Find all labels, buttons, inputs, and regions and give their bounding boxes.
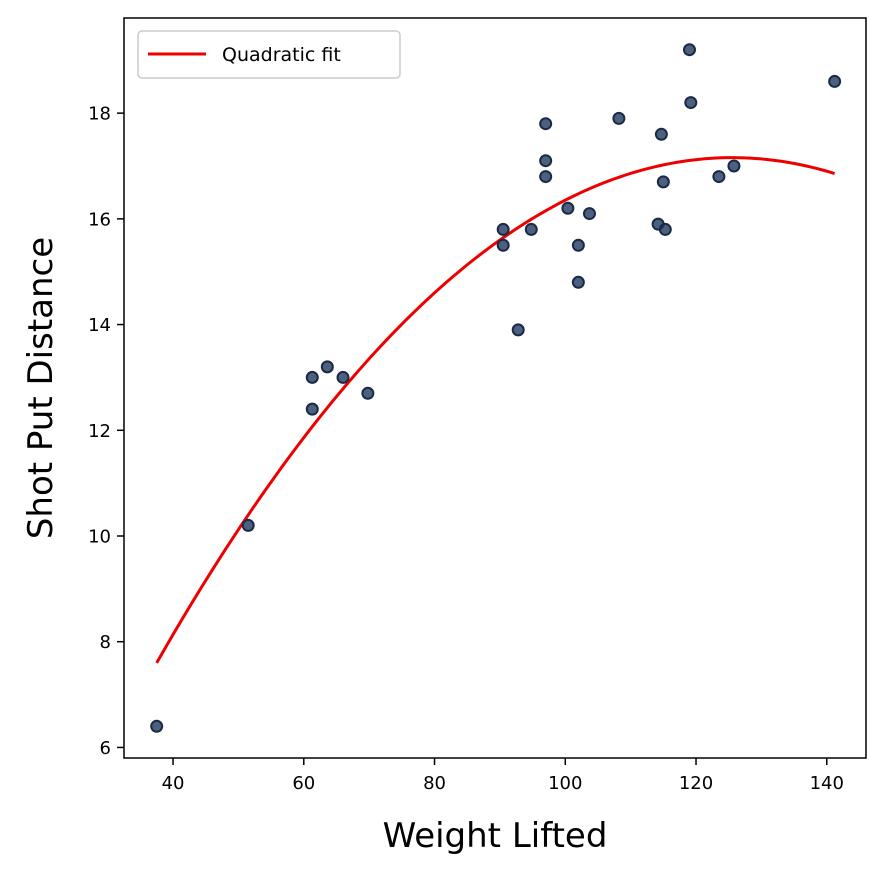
data-point: [571, 238, 585, 252]
data-point: [496, 238, 510, 252]
data-point: [241, 518, 255, 532]
data-point: [582, 207, 596, 221]
data-point: [712, 170, 726, 184]
x-tick-label: 80: [423, 773, 446, 794]
data-point: [684, 96, 698, 110]
data-point: [336, 370, 350, 384]
data-point: [654, 127, 668, 141]
y-tick-label: 12: [88, 421, 111, 442]
data-point: [539, 170, 553, 184]
data-point: [361, 386, 375, 400]
data-point: [320, 360, 334, 374]
y-tick-label: 16: [88, 209, 111, 230]
y-tick-label: 14: [88, 315, 111, 336]
y-axis-label: Shot Put Distance: [21, 237, 61, 539]
x-axis-label: Weight Lifted: [383, 816, 608, 856]
data-points: [150, 43, 842, 733]
x-tick-label: 40: [162, 773, 185, 794]
legend: Quadratic fit: [137, 30, 401, 79]
legend-box: [137, 30, 401, 79]
data-point: [727, 159, 741, 173]
data-point: [524, 222, 538, 236]
x-tick-label: 140: [810, 773, 844, 794]
data-point: [496, 222, 510, 236]
plot-frame: [123, 17, 867, 759]
data-point: [682, 43, 696, 57]
data-point: [539, 117, 553, 131]
data-point: [571, 275, 585, 289]
data-point: [828, 74, 842, 88]
x-tick-label: 100: [548, 773, 582, 794]
plot-area: [124, 18, 866, 758]
fit-line: [155, 156, 836, 664]
x-tick-label: 60: [292, 773, 315, 794]
data-point: [305, 370, 319, 384]
y-axis-ticks: 6 8 10 12 14 16 18: [88, 104, 124, 759]
data-point: [656, 175, 670, 189]
data-point: [658, 222, 672, 236]
x-tick-label: 120: [679, 773, 713, 794]
data-point: [150, 719, 164, 733]
x-axis-ticks: 40 60 80 100 120 140: [162, 758, 844, 794]
y-tick-label: 18: [88, 104, 111, 125]
data-point: [511, 323, 525, 337]
data-point: [305, 402, 319, 416]
y-tick-label: 8: [100, 632, 111, 653]
y-tick-label: 10: [88, 527, 111, 548]
data-point: [612, 111, 626, 125]
data-point: [561, 201, 575, 215]
legend-label: Quadratic fit: [222, 44, 341, 66]
y-tick-label: 6: [100, 738, 111, 759]
data-point: [539, 154, 553, 168]
